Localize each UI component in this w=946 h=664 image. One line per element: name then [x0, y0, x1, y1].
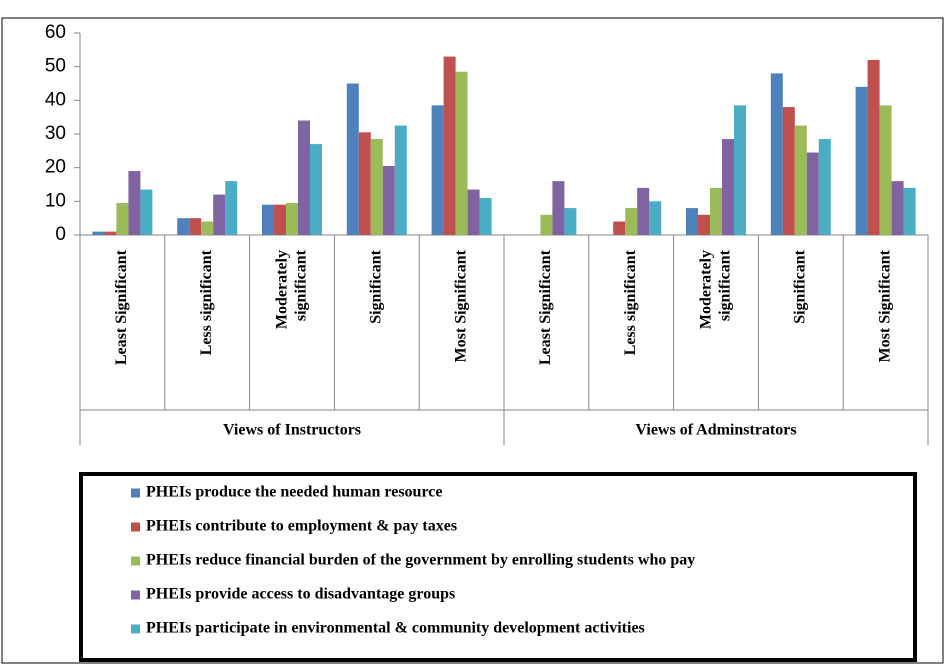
legend-swatch	[131, 624, 140, 634]
bar	[649, 201, 662, 235]
bar	[855, 86, 868, 235]
legend-label: PHEIs produce the needed human resource	[146, 484, 442, 501]
bar	[734, 105, 746, 235]
bar	[891, 181, 904, 235]
y-tick-label: 10	[45, 190, 66, 211]
legend-label: PHEIs participate in environmental & com…	[146, 620, 645, 637]
bar	[770, 73, 783, 236]
bar	[794, 125, 807, 235]
bar	[479, 197, 492, 235]
bar	[262, 204, 274, 235]
bar	[782, 107, 795, 235]
bar	[116, 203, 129, 235]
bar	[310, 144, 322, 235]
bar	[698, 214, 710, 235]
bar	[540, 214, 553, 235]
bar	[213, 194, 226, 235]
bar	[394, 125, 407, 235]
bar	[370, 139, 383, 235]
y-tick-label: 0	[55, 224, 66, 245]
bar	[710, 187, 722, 235]
legend-swatch	[131, 590, 140, 600]
bar	[722, 139, 734, 235]
group-label: Views of Adminstrators	[635, 422, 796, 439]
legend-label: PHEIs contribute to employment & pay tax…	[146, 518, 457, 535]
y-tick-label: 20	[45, 157, 66, 178]
group-label: Views of Instructors	[223, 422, 361, 439]
bar	[625, 208, 638, 235]
legend-label: PHEIs reduce financial burden of the gov…	[146, 552, 695, 569]
x-tick-label: Moderately significant	[273, 249, 309, 329]
x-tick-label: Least Significant	[113, 249, 130, 365]
bar	[552, 181, 565, 235]
bar	[225, 181, 238, 235]
bar	[867, 59, 880, 235]
x-tick-label: Most Significant	[876, 249, 893, 362]
legend-box	[79, 472, 917, 662]
bar	[382, 165, 395, 235]
bar	[564, 208, 577, 235]
bar	[358, 132, 371, 235]
x-tick-label: Less significant	[622, 249, 639, 355]
legend-swatch	[131, 522, 140, 532]
legend-swatch	[131, 488, 140, 498]
bar	[903, 187, 916, 235]
x-tick-label: Significant	[367, 249, 384, 323]
bar	[686, 208, 698, 235]
x-tick-label: Less significant	[198, 249, 215, 355]
bar	[201, 221, 214, 235]
chart-frame	[1, 17, 944, 664]
bar	[613, 221, 626, 235]
bar	[431, 105, 444, 235]
x-tick-label: Significant	[791, 249, 808, 323]
x-tick-label: Least Significant	[537, 249, 554, 365]
legend-swatch	[131, 556, 140, 566]
bar	[879, 105, 892, 235]
bar	[298, 120, 310, 235]
bar	[806, 152, 819, 235]
y-tick-label: 40	[45, 89, 66, 110]
bar	[637, 187, 650, 235]
bar	[177, 218, 190, 235]
bar	[818, 139, 831, 235]
bar	[128, 171, 141, 235]
x-tick-label: Most Significant	[452, 249, 469, 362]
bar	[455, 71, 468, 235]
bar	[346, 83, 359, 235]
bar	[104, 231, 117, 235]
bar	[274, 204, 286, 235]
bar	[443, 56, 456, 235]
y-tick-label: 50	[45, 56, 66, 77]
x-tick-label: Moderately significant	[697, 249, 733, 329]
bar	[189, 218, 202, 235]
bar	[467, 189, 480, 235]
bar	[92, 231, 105, 235]
bar	[286, 203, 298, 235]
y-tick-label: 60	[45, 22, 66, 43]
legend-label: PHEIs provide access to disadvantage gro…	[146, 586, 455, 603]
y-tick-label: 30	[45, 123, 66, 144]
bar	[140, 189, 153, 235]
